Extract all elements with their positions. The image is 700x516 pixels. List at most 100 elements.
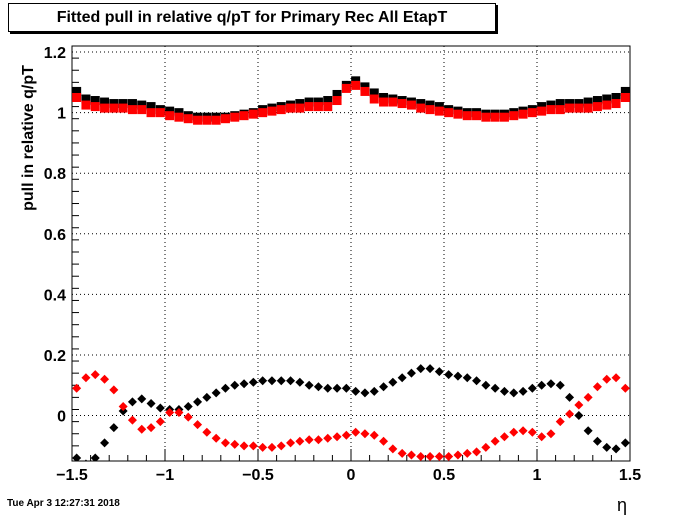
series-1-point [611,99,621,109]
series-3-point [388,444,398,454]
series-1-point [509,111,519,121]
series-1-point [127,105,137,115]
series-2-point [202,392,212,402]
timestamp: Tue Apr 3 12:27:31 2018 [7,498,120,509]
series-1-point [118,103,128,113]
series-1-point [574,103,584,113]
series-1-point [620,92,630,102]
series-3-point [72,383,82,393]
series-2-point [258,376,268,386]
series-1-point [239,111,249,121]
series-0-point [555,99,565,109]
markers-group [72,76,630,461]
series-2-point [369,386,379,396]
series-2-point [509,388,519,398]
y-tick-label: 1 [57,106,66,123]
series-2-point [276,376,286,386]
series-3-point [583,392,593,402]
series-1-point [109,103,119,113]
series-1-point [174,112,184,122]
series-2-point [574,411,584,421]
series-3-point [592,382,602,392]
series-1-point [583,103,593,113]
series-3-point [202,427,212,437]
series-3-point [369,430,379,440]
series-0-point [592,96,602,106]
series-0-point [100,97,110,107]
series-2-point [193,397,203,407]
series-2-point [565,392,575,402]
series-2-point [388,377,398,387]
series-2-point [406,368,416,378]
series-2-point [146,398,156,408]
series-3-point [313,435,323,445]
series-3-point [146,423,156,433]
series-1-point [416,103,426,113]
series-0-point [165,106,175,116]
series-1-point [286,103,296,113]
series-1-point [202,115,212,125]
series-1-point [379,97,389,107]
series-1-point [425,105,435,115]
series-2-point [379,382,389,392]
series-1-point [499,112,509,122]
series-3-point [499,432,509,442]
series-3-point [174,408,184,418]
series-2-point [620,438,630,448]
series-3-point [425,451,435,461]
series-2-point [211,388,221,398]
series-2-point [472,376,482,386]
series-2-point [90,453,100,461]
series-2-point [109,423,119,433]
series-2-point [611,444,621,454]
series-2-point [239,379,249,389]
series-0-point [537,102,547,112]
y-tick-label: 0.2 [44,348,66,365]
series-3-point [546,429,556,439]
series-1-point [230,112,240,122]
y-tick-label: 0.8 [44,166,66,183]
series-0-point [146,102,156,112]
series-0-point [295,99,305,109]
series-2-point [220,383,230,393]
series-3-point [90,370,100,380]
series-0-point [379,92,389,102]
series-1-point [100,103,110,113]
series-2-point [397,373,407,383]
series-2-point [286,376,296,386]
series-2-point [360,388,370,398]
series-1-point [146,108,156,118]
x-tick-label: 0 [347,467,356,484]
series-2-point [416,364,426,374]
y-tick-label: 0.6 [44,227,66,244]
series-1-point [537,106,547,116]
series-3-point [230,439,240,449]
series-2-point [118,406,128,416]
series-3-point [360,429,370,439]
series-0-point [602,94,612,104]
series-3-point [416,451,426,461]
series-2-point [183,401,193,411]
series-2-point [332,383,342,393]
series-2-point [592,436,602,446]
series-0-point [416,99,426,109]
series-2-point [499,386,509,396]
series-0-point [109,99,119,109]
series-3-point [555,417,565,427]
x-axis-label: η [617,495,628,515]
series-1-point [360,86,370,96]
series-3-point [490,436,500,446]
series-3-point [155,417,165,427]
series-3-point [537,432,547,442]
series-0-point [304,97,314,107]
series-3-point [434,451,444,461]
series-1-point [211,115,221,125]
series-1-point [453,109,463,119]
series-1-point [155,108,165,118]
series-3-point [276,441,286,451]
chart-title: Fitted pull in relative q/pT for Primary… [56,9,448,26]
series-3-point [527,427,537,437]
series-3-point [286,438,296,448]
y-tick-label: 1.2 [44,45,66,62]
